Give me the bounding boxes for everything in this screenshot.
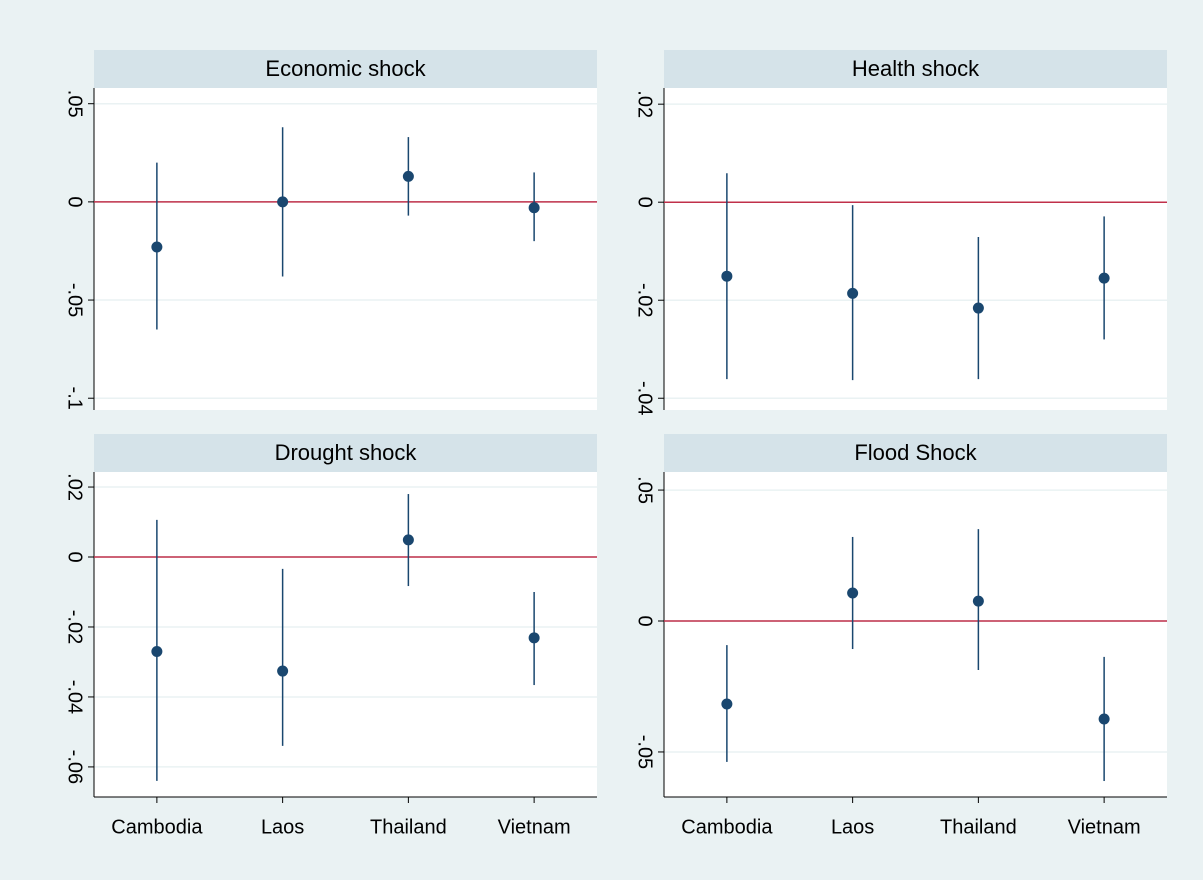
- y-tick-label: 0: [634, 615, 656, 626]
- y-tick-label: -.02: [64, 610, 86, 644]
- title-strip: [94, 434, 597, 472]
- point: [721, 270, 733, 282]
- x-tick-label: Laos: [831, 816, 874, 838]
- y-tick-label: 0: [634, 197, 656, 208]
- x-tick-label: Thailand: [940, 816, 1017, 838]
- title-strip: [664, 50, 1167, 88]
- title-strip: [94, 50, 597, 88]
- x-tick-label: Thailand: [370, 816, 447, 838]
- point: [151, 645, 163, 657]
- y-tick-label: .02: [64, 473, 86, 501]
- plot-area: [664, 88, 1167, 410]
- x-tick-label: Cambodia: [111, 816, 203, 838]
- plot-area: [94, 88, 597, 410]
- point: [528, 202, 540, 214]
- point: [151, 241, 163, 253]
- point: [402, 170, 414, 182]
- point: [847, 287, 859, 299]
- point: [277, 196, 289, 208]
- point: [721, 698, 733, 710]
- x-tick-label: Vietnam: [498, 816, 571, 838]
- y-tick-label: .05: [64, 90, 86, 118]
- x-tick-label: Laos: [261, 816, 304, 838]
- y-tick-label: 0: [64, 551, 86, 562]
- y-tick-label: -.04: [64, 680, 86, 714]
- panel-title: Economic shock: [265, 56, 426, 81]
- x-tick-label: Vietnam: [1068, 816, 1141, 838]
- plot-area: [94, 472, 597, 797]
- point: [847, 587, 859, 599]
- point: [1098, 713, 1110, 725]
- panel-title: Drought shock: [275, 440, 418, 465]
- panel-title: Flood Shock: [854, 440, 977, 465]
- y-tick-label: -.04: [634, 381, 656, 415]
- plot-area: [664, 472, 1167, 797]
- y-tick-label: .05: [634, 476, 656, 504]
- point: [402, 534, 414, 546]
- y-tick-label: -.02: [634, 283, 656, 317]
- point: [528, 632, 540, 644]
- y-tick-label: -.05: [634, 735, 656, 769]
- y-tick-label: .02: [634, 90, 656, 118]
- point: [1098, 272, 1110, 284]
- point: [972, 595, 984, 607]
- point: [972, 302, 984, 314]
- y-tick-label: 0: [64, 196, 86, 207]
- y-tick-label: -.05: [64, 283, 86, 317]
- x-tick-label: Cambodia: [681, 816, 773, 838]
- point: [277, 665, 289, 677]
- y-tick-label: -.1: [64, 387, 86, 410]
- panel-title: Health shock: [852, 56, 980, 81]
- title-strip: [664, 434, 1167, 472]
- y-tick-label: -.06: [64, 750, 86, 784]
